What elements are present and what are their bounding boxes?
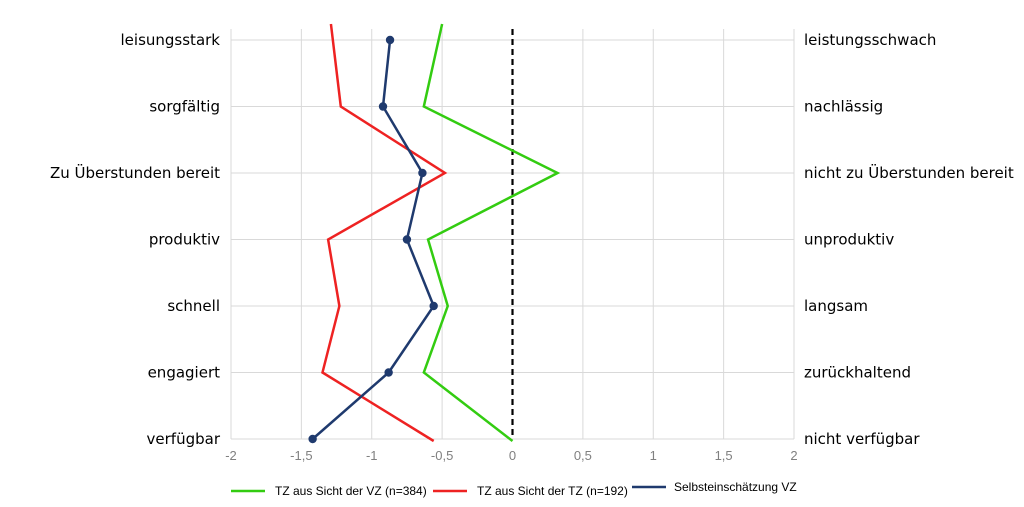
data-point (429, 301, 438, 311)
series-line (321, 23, 448, 443)
x-tick-label: 1 (650, 448, 657, 463)
x-tick-label: -2 (225, 448, 237, 463)
data-point (384, 368, 393, 377)
right-row-label: nicht zu Überstunden bereit (804, 163, 1014, 182)
x-tick-label: -1 (366, 448, 378, 463)
data-point (402, 235, 412, 244)
left-row-label: leisungsstark (121, 31, 221, 49)
right-row-label: leistungsschwach (804, 31, 936, 49)
data-point (418, 168, 427, 178)
legend-label: TZ aus Sicht der VZ (n=384) (275, 484, 427, 498)
left-row-label: produktiv (149, 231, 220, 249)
right-row-label: nachlässig (804, 98, 883, 116)
right-row-label: zurückhaltend (804, 364, 911, 382)
right-row-label: unproduktiv (804, 231, 894, 249)
x-tick-label: -0,5 (431, 448, 453, 463)
right-row-label: langsam (804, 297, 868, 315)
grid (230, 29, 795, 440)
data-point (378, 102, 388, 111)
series-group (308, 23, 561, 444)
left-row-label: sorgfältig (149, 98, 220, 116)
x-tick-label: 0 (509, 448, 516, 463)
right-labels: leistungsschwach nachlässig nicht zu Übers… (804, 31, 1014, 448)
data-point (308, 434, 317, 444)
x-tick-label: 0,5 (574, 448, 592, 463)
left-row-label: engagiert (148, 364, 221, 382)
legend: TZ aus Sicht der VZ (n=384) TZ aus Sicht … (231, 480, 797, 498)
data-point (385, 35, 395, 45)
legend-label: TZ aus Sicht der TZ (n=192) (477, 484, 628, 498)
x-tick-labels: -2 -1,5 -1 -0,5 0 0,5 1 1,5 2 (225, 448, 797, 463)
x-tick-label: 2 (790, 448, 797, 463)
legend-label: Selbsteinschätzung VZ (674, 480, 797, 494)
x-tick-label: 1,5 (715, 448, 733, 463)
series-line (422, 23, 561, 442)
right-row-label: nicht verfügbar (804, 430, 920, 448)
x-tick-label: -1,5 (290, 448, 312, 463)
left-labels: leisungsstark sorgfältig Zu Überstunden be… (50, 31, 221, 448)
left-row-label: verfügbar (147, 430, 221, 448)
left-row-label: Zu Überstunden bereit (50, 163, 220, 182)
left-row-label: schnell (167, 297, 220, 315)
